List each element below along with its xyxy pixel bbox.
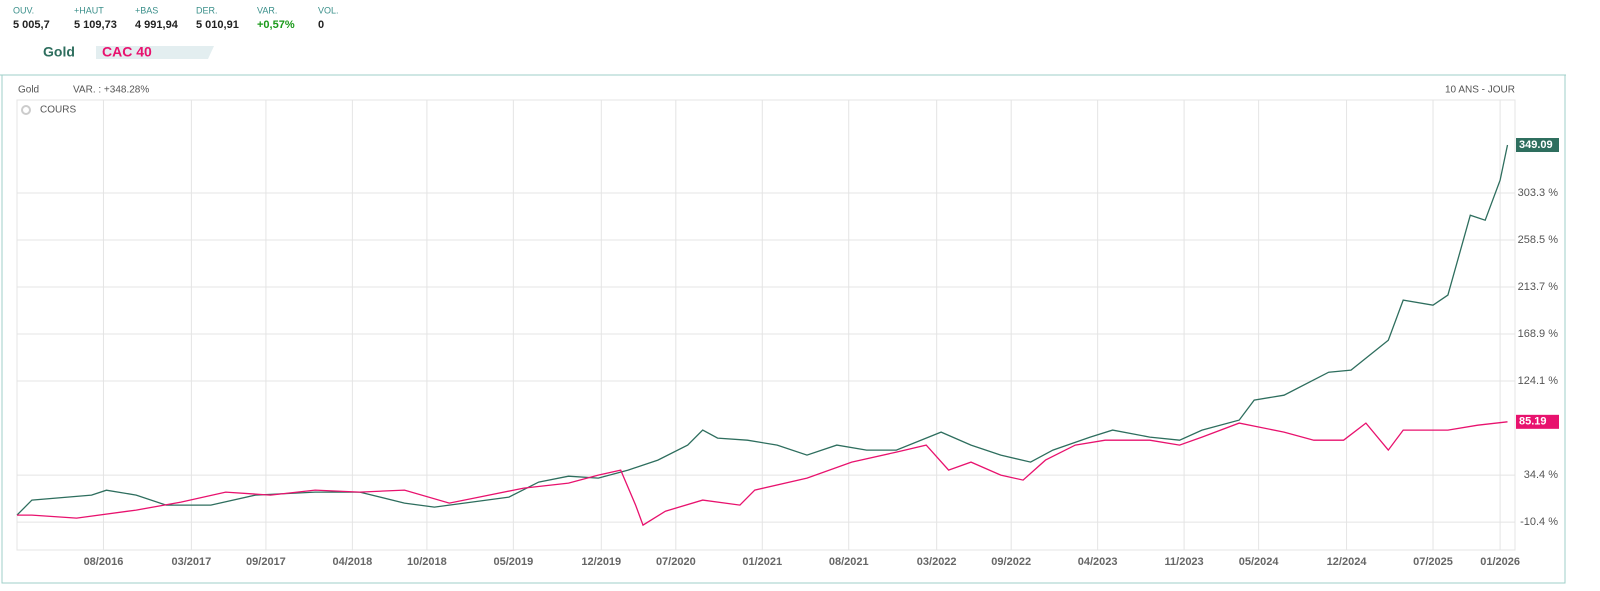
x-tick-label: 01/2021: [742, 556, 782, 568]
end-label: 349.09: [1519, 139, 1553, 151]
x-tick-label: 05/2019: [493, 556, 533, 568]
x-tick-label: 10/2018: [407, 556, 447, 568]
stat-label: VOL.: [318, 5, 339, 15]
x-tick-label: 08/2016: [84, 556, 124, 568]
series-line: [16, 144, 1509, 516]
tab-gold[interactable]: Gold: [43, 44, 75, 60]
end-label-bg: [1516, 414, 1559, 429]
gear-icon[interactable]: [21, 105, 31, 115]
period: 10 ANS - JOUR: [1445, 85, 1515, 96]
stat-value: 4 991,94: [135, 19, 179, 31]
y-tick-label: 34.4 %: [1524, 469, 1558, 481]
instrument: Gold: [18, 85, 39, 96]
x-tick-label: 05/2024: [1239, 556, 1280, 568]
x-tick-label: 09/2017: [246, 556, 286, 568]
y-tick-label: -10.4 %: [1520, 516, 1558, 528]
indicator: COURS: [40, 105, 76, 116]
y-tick-label: 168.9 %: [1518, 328, 1559, 340]
stat-label: VAR.: [257, 5, 277, 15]
x-tick-label: 11/2023: [1165, 556, 1204, 568]
x-tick-label: 09/2022: [991, 556, 1031, 568]
stat-label: OUV.: [13, 5, 34, 15]
y-tick-label: 258.5 %: [1518, 234, 1559, 246]
stat-value: 0: [318, 19, 324, 31]
y-tick-label: 303.3 %: [1518, 187, 1559, 199]
x-tick-label: 04/2018: [332, 556, 372, 568]
variation: VAR. : +348.28%: [73, 85, 149, 96]
stat-label: +BAS: [135, 5, 158, 15]
stat-value: 5 005,7: [13, 19, 50, 31]
stat-value: 5 109,73: [74, 19, 117, 31]
stat-label: +HAUT: [74, 5, 104, 15]
stat-value: 5 010,91: [196, 19, 239, 31]
x-tick-label: 03/2017: [172, 556, 212, 568]
x-tick-label: 07/2020: [656, 556, 696, 568]
x-tick-label: 12/2024: [1327, 556, 1368, 568]
series-line: [17, 421, 1508, 527]
plot-frame: [16, 99, 1516, 551]
x-tick-label: 01/2026: [1480, 556, 1520, 568]
y-tick-label: 213.7 %: [1518, 281, 1559, 293]
stat-label: DER.: [196, 5, 218, 15]
x-tick-label: 04/2023: [1078, 556, 1118, 568]
x-tick-label: 03/2022: [917, 556, 957, 568]
panel-border: [1, 74, 1566, 584]
stat-value: +0,57%: [257, 19, 295, 31]
x-tick-label: 07/2025: [1413, 556, 1453, 568]
y-tick-label: 124.1 %: [1518, 375, 1559, 387]
tab-cac[interactable]: CAC 40: [102, 44, 152, 60]
tab-bg[interactable]: [96, 46, 214, 59]
end-label: 85.19: [1519, 416, 1547, 428]
end-label-bg: [1516, 138, 1559, 153]
x-tick-label: 08/2021: [829, 556, 869, 568]
x-tick-label: 12/2019: [581, 556, 621, 568]
